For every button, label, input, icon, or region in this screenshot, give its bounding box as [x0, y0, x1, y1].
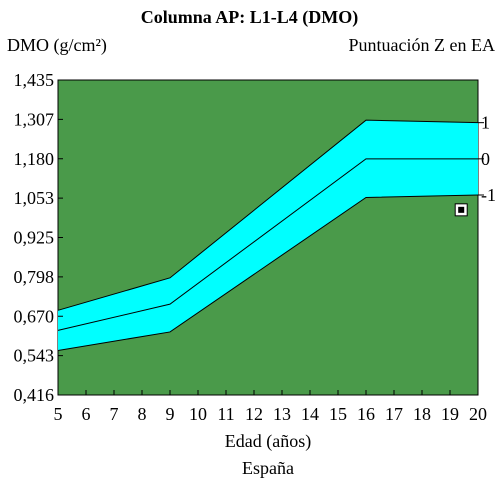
y-tick-label: 0,670 — [14, 306, 55, 326]
x-tick-label: 12 — [245, 404, 263, 424]
x-tick-label: 14 — [301, 404, 319, 424]
y-tick-label: 1,053 — [14, 188, 55, 208]
y-tick-label: 0,798 — [14, 267, 55, 287]
axis-layer: 0,416 0,543 0,670 0,798 0,925 1,053 1,180 1,307… — [14, 70, 497, 424]
x-tick-label: 9 — [166, 404, 175, 424]
x-tick-label: 18 — [413, 404, 431, 424]
x-tick-label: 20 — [469, 404, 487, 424]
x-tick-label: 15 — [329, 404, 347, 424]
reference-band — [58, 120, 478, 351]
x-tick-label: 16 — [357, 404, 375, 424]
x-tick-label: 19 — [441, 404, 459, 424]
x-tick-label: 7 — [110, 404, 119, 424]
upper-line — [57, 119, 479, 311]
x-axis-label: Edad (años) — [224, 431, 312, 451]
x-tick-label: 5 — [54, 404, 63, 424]
y-axis-left-label: DMO (g/cm²) — [7, 35, 107, 55]
patient-marker-center — [458, 206, 465, 213]
y2-tick-label: 0 — [481, 149, 490, 169]
y-tick-label: 1,435 — [14, 70, 55, 90]
marker-layer — [454, 203, 468, 217]
x-tick-label: 13 — [273, 404, 291, 424]
x-tick-label: 6 — [82, 404, 91, 424]
y-tick-label: 0,925 — [14, 228, 55, 248]
lower-line — [57, 194, 479, 351]
band-layer — [58, 120, 478, 351]
footer-label: España — [242, 458, 294, 478]
y-tick-label: 0,416 — [14, 385, 55, 405]
x-tick-label: 11 — [217, 404, 234, 424]
y-tick-label: 1,180 — [14, 149, 55, 169]
x-tick-label: 10 — [189, 404, 207, 424]
x-tick-label: 8 — [138, 404, 147, 424]
y-tick-label: 0,543 — [14, 346, 55, 366]
mean-line — [57, 158, 478, 331]
x-tick-label: 17 — [385, 404, 403, 424]
y-tick-label: 1,307 — [14, 109, 55, 129]
y-axis-right-label: Puntuación Z en EA — [348, 35, 495, 55]
y2-tick-label: -1 — [481, 185, 496, 205]
chart-title: Columna AP: L1-L4 (DMO) — [140, 7, 359, 27]
y2-tick-label: 1 — [481, 113, 490, 133]
line-layer — [57, 119, 479, 351]
